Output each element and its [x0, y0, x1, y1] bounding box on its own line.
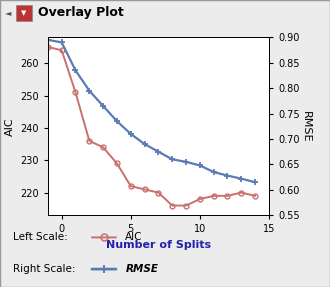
Text: ▼: ▼: [21, 10, 26, 16]
Text: AIC: AIC: [125, 232, 143, 243]
FancyBboxPatch shape: [16, 5, 32, 21]
X-axis label: Number of Splits: Number of Splits: [106, 240, 211, 250]
Y-axis label: RMSE: RMSE: [301, 110, 311, 142]
Y-axis label: AIC: AIC: [5, 117, 15, 135]
Text: Right Scale:: Right Scale:: [13, 264, 76, 274]
Text: RMSE: RMSE: [125, 264, 158, 274]
Text: Overlay Plot: Overlay Plot: [38, 6, 124, 20]
Text: ◄: ◄: [5, 8, 12, 18]
Text: Left Scale:: Left Scale:: [13, 232, 68, 243]
